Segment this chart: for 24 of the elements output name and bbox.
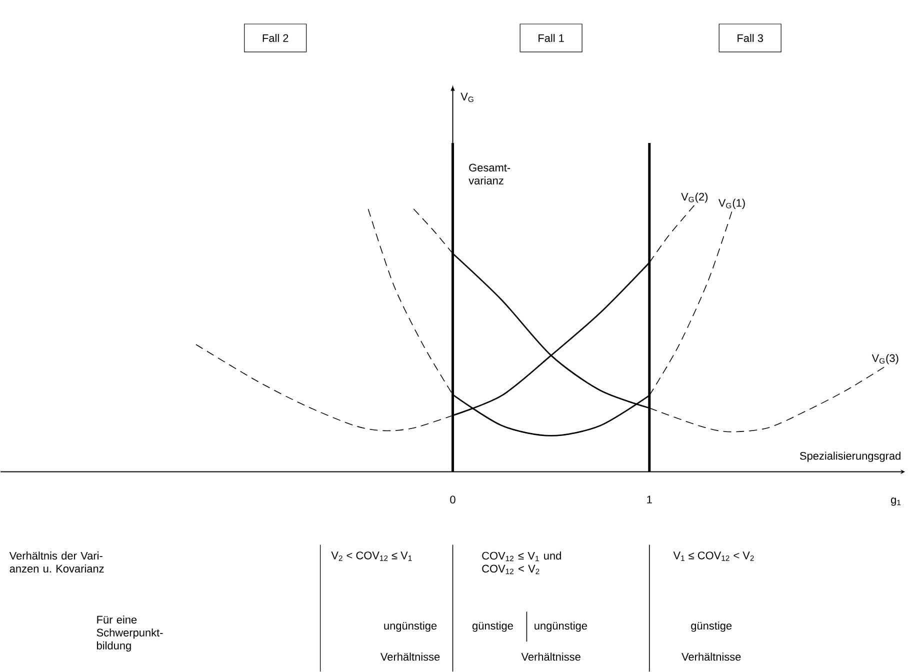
text: günstige bbox=[691, 622, 732, 632]
series-label: V$_{G}$(1) bbox=[718, 198, 745, 209]
text: Verhältnisse bbox=[380, 652, 440, 661]
text: V$_{2}$ < COV$_{12}$ ≤ V$_{1}$ bbox=[331, 552, 412, 561]
text: COV$_{12}$ ≤ V$_{1}$ und COV$_{12}$ < V$_{2}$ bbox=[482, 552, 561, 574]
text: Verhältnis der Vari- anzen u. Kovarianz bbox=[9, 552, 104, 573]
text: Fall 3 bbox=[738, 34, 763, 42]
text: Verhältnisse bbox=[521, 652, 580, 661]
x-tick-label: 1 bbox=[647, 496, 652, 504]
x-tick-label: 0 bbox=[450, 496, 456, 504]
text: V$_{G}$ bbox=[460, 92, 474, 102]
text: V$_{1}$ ≤ COV$_{12}$ < V$_{2}$ bbox=[673, 552, 754, 561]
annotation: Spezialisierungsgrad bbox=[800, 452, 900, 462]
text: Für eine Schwerpunkt- bildung bbox=[96, 616, 163, 652]
text: Fall 2 bbox=[262, 34, 288, 42]
x-axis-title: g$_{1}$ bbox=[891, 498, 901, 506]
text: ungünstige bbox=[534, 622, 587, 632]
text: ungünstige bbox=[384, 622, 437, 632]
text: Verhältnisse bbox=[682, 652, 741, 661]
series-label: V$_{G}$(2) bbox=[681, 192, 708, 203]
text: Fall 1 bbox=[538, 34, 564, 42]
series-label: V$_{G}$(3) bbox=[872, 354, 898, 364]
text: Gesamt- varianz bbox=[468, 164, 510, 184]
text: günstige bbox=[472, 622, 513, 632]
